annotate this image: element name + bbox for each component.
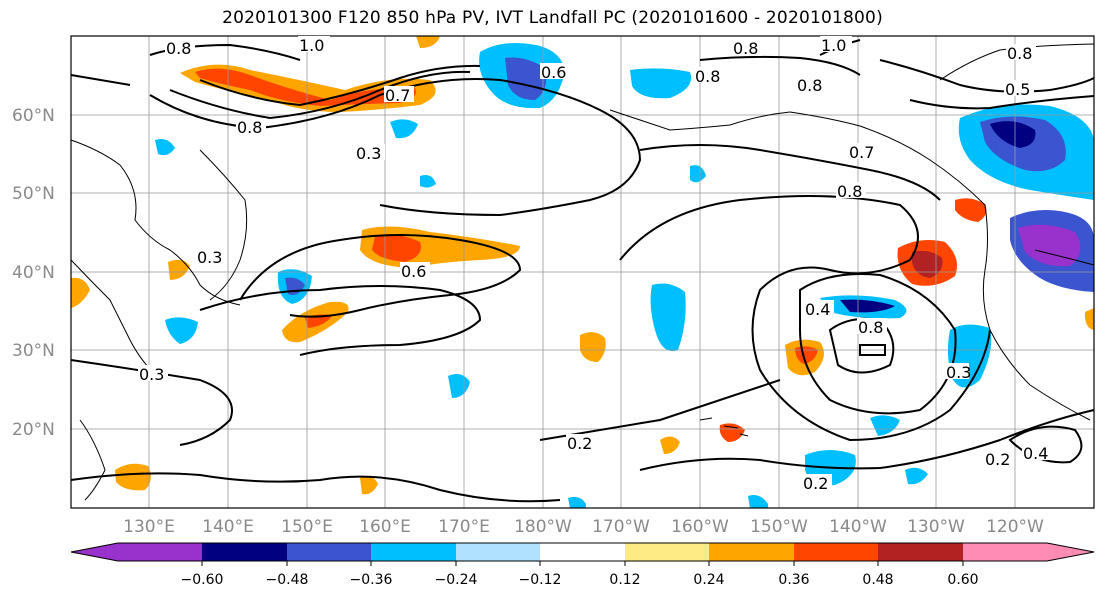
colorbar-segment (287, 543, 371, 561)
lon-label: 170°W (592, 517, 650, 537)
contour-label: 0.4 (805, 300, 830, 319)
lon-label: 180°W (514, 517, 572, 537)
colorbar-tick-label: −0.48 (266, 572, 309, 588)
map-title: 2020101300 F120 850 hPa PV, IVT Landfall… (222, 8, 883, 28)
colorbar-tick-label: −0.60 (181, 572, 224, 588)
colorbar-tick-label: 0.24 (693, 572, 724, 588)
colorbar-segment (202, 543, 287, 561)
lon-label: 150°W (750, 517, 808, 537)
contour-label: 0.8 (1007, 44, 1032, 63)
contour-label: 0.8 (858, 318, 883, 337)
lat-label: 30°N (12, 341, 55, 361)
pv-contours (70, 39, 1095, 503)
lon-label: 120°W (986, 517, 1044, 537)
lon-label: 130°E (123, 517, 175, 537)
contour-label: 0.7 (385, 86, 410, 105)
colorbar-segment (794, 543, 878, 561)
lon-label: 160°E (359, 517, 411, 537)
colorbar-min-extend (71, 543, 118, 561)
colorbar-segment (540, 543, 625, 561)
contour-label: 0.8 (837, 182, 862, 201)
graticule (71, 36, 1094, 508)
contour-labels: 0.8 1.0 0.6 0.8 1.0 0.8 0.8 0.5 0.8 0.3 … (138, 36, 1052, 493)
contour-label: 0.7 (849, 143, 874, 162)
colorbar-segment (456, 543, 540, 561)
lon-label: 150°E (281, 517, 333, 537)
colorbar-segment (118, 543, 202, 561)
map-frame (70, 35, 1095, 509)
contour-label: 0.3 (356, 144, 381, 163)
positive-anomaly-shading (71, 36, 1094, 495)
colorbar-segment (963, 543, 1047, 561)
colorbar: −0.60 −0.48 −0.36 −0.24 −0.12 0.12 0.24 … (70, 542, 1095, 588)
contour-label: 0.3 (139, 365, 164, 384)
negative-anomaly-shading (155, 43, 1094, 508)
longitude-labels: 130°E 140°E 150°E 160°E 170°E 180°W 170°… (123, 517, 1044, 537)
lon-label: 130°W (907, 517, 965, 537)
contour-label: 0.8 (797, 76, 822, 95)
colorbar-tick-label: 0.60 (947, 572, 978, 588)
contour-label: 1.0 (821, 36, 846, 55)
colorbar-tick-label: 0.36 (778, 572, 809, 588)
colorbar-segment (625, 543, 709, 561)
contour-label: 0.2 (803, 474, 828, 493)
colorbar-tick-label: −0.12 (519, 572, 562, 588)
lon-label: 160°W (671, 517, 729, 537)
lon-label: 140°W (829, 517, 887, 537)
lon-label: 170°E (438, 517, 490, 537)
contour-label: 0.8 (733, 39, 758, 58)
contour-label: 0.2 (567, 434, 592, 453)
latitude-labels: 60°N 50°N 40°N 30°N 20°N (12, 106, 55, 440)
lat-label: 50°N (12, 184, 55, 204)
lat-label: 40°N (12, 263, 55, 283)
contour-label: 0.2 (985, 450, 1010, 469)
contour-label: 0.6 (401, 262, 426, 281)
colorbar-segment (709, 543, 794, 561)
contour-label: 0.3 (197, 248, 222, 267)
contour-label: 0.8 (166, 39, 191, 58)
contour-label: 1.0 (299, 36, 324, 55)
colorbar-tick-label: 0.48 (862, 572, 893, 588)
colorbar-segment (371, 543, 456, 561)
contour-label: 0.6 (541, 63, 566, 82)
lat-label: 20°N (12, 420, 55, 440)
contour-label: 0.3 (946, 363, 971, 382)
coastlines (70, 43, 1095, 501)
colorbar-max-extend (1047, 543, 1094, 561)
contour-label: 0.8 (237, 118, 262, 137)
contour-label: 0.8 (695, 67, 720, 86)
colorbar-segment (878, 543, 963, 561)
lon-label: 140°E (202, 517, 254, 537)
colorbar-tick-label: 0.12 (609, 572, 640, 588)
colorbar-tick-label: −0.36 (350, 572, 393, 588)
contour-label: 0.4 (1023, 444, 1048, 463)
colorbar-tick-label: −0.24 (435, 572, 478, 588)
lat-label: 60°N (12, 106, 55, 126)
contour-label: 0.5 (1005, 80, 1030, 99)
